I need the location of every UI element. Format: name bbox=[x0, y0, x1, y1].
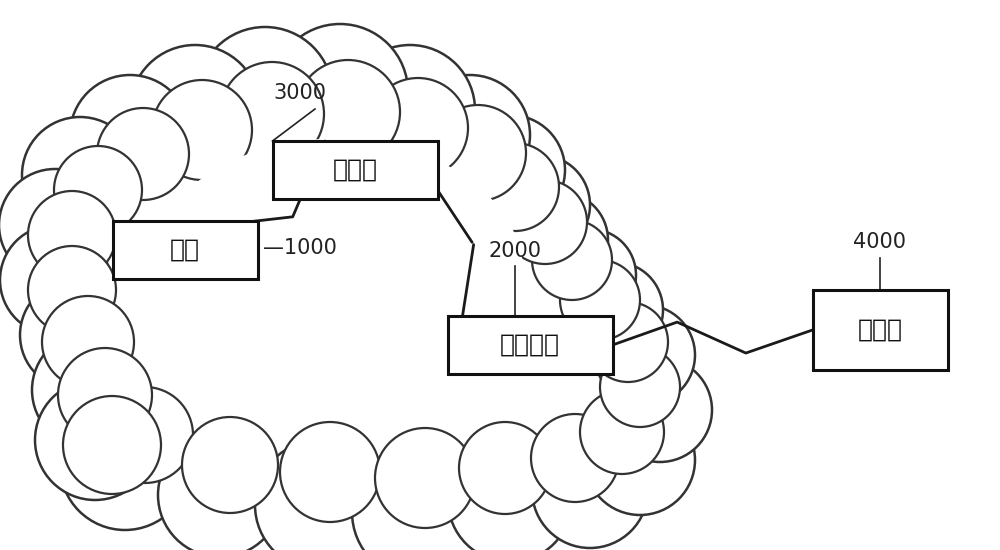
Text: 2000: 2000 bbox=[488, 241, 542, 261]
Circle shape bbox=[471, 143, 559, 231]
Text: 遥控器: 遥控器 bbox=[858, 318, 902, 342]
Circle shape bbox=[580, 390, 664, 474]
Circle shape bbox=[512, 192, 608, 288]
Ellipse shape bbox=[146, 139, 524, 411]
Circle shape bbox=[28, 191, 116, 279]
Circle shape bbox=[368, 78, 468, 178]
Circle shape bbox=[280, 422, 380, 522]
Circle shape bbox=[410, 75, 530, 195]
Circle shape bbox=[54, 146, 142, 234]
Circle shape bbox=[503, 180, 587, 264]
Circle shape bbox=[588, 302, 668, 382]
Circle shape bbox=[70, 75, 190, 195]
Text: —1000: —1000 bbox=[262, 238, 336, 258]
Circle shape bbox=[430, 105, 526, 201]
Circle shape bbox=[544, 229, 636, 321]
Circle shape bbox=[567, 262, 663, 358]
Circle shape bbox=[0, 169, 111, 281]
Circle shape bbox=[272, 24, 408, 160]
Circle shape bbox=[455, 115, 565, 225]
Circle shape bbox=[20, 280, 130, 390]
Circle shape bbox=[255, 440, 385, 550]
Circle shape bbox=[60, 400, 190, 530]
Text: 外部设备: 外部设备 bbox=[500, 333, 560, 357]
Circle shape bbox=[220, 62, 324, 166]
Circle shape bbox=[352, 444, 488, 550]
Circle shape bbox=[97, 387, 193, 483]
Circle shape bbox=[182, 417, 278, 513]
Circle shape bbox=[531, 414, 619, 502]
Circle shape bbox=[490, 155, 590, 255]
Circle shape bbox=[448, 438, 572, 550]
FancyBboxPatch shape bbox=[812, 290, 948, 370]
Circle shape bbox=[97, 108, 189, 200]
Circle shape bbox=[600, 347, 680, 427]
Text: 接入点: 接入点 bbox=[332, 158, 378, 182]
Circle shape bbox=[532, 220, 612, 300]
Circle shape bbox=[35, 380, 155, 500]
Circle shape bbox=[532, 432, 648, 548]
Text: 设备: 设备 bbox=[170, 238, 200, 262]
Circle shape bbox=[158, 433, 282, 550]
Ellipse shape bbox=[107, 108, 583, 452]
Circle shape bbox=[28, 246, 116, 334]
Circle shape bbox=[585, 405, 695, 515]
Circle shape bbox=[32, 332, 148, 448]
Circle shape bbox=[608, 358, 712, 462]
Circle shape bbox=[296, 60, 400, 164]
Circle shape bbox=[560, 260, 640, 340]
Circle shape bbox=[63, 396, 161, 494]
Circle shape bbox=[130, 45, 260, 175]
Circle shape bbox=[152, 80, 252, 180]
Circle shape bbox=[375, 428, 475, 528]
FancyBboxPatch shape bbox=[448, 316, 612, 374]
Text: 3000: 3000 bbox=[274, 83, 326, 103]
Circle shape bbox=[58, 348, 152, 442]
Circle shape bbox=[459, 422, 551, 514]
Ellipse shape bbox=[55, 70, 635, 490]
FancyBboxPatch shape bbox=[272, 141, 438, 199]
Circle shape bbox=[595, 305, 695, 405]
Circle shape bbox=[345, 45, 475, 175]
Circle shape bbox=[0, 225, 110, 335]
Circle shape bbox=[42, 296, 134, 388]
Text: 4000: 4000 bbox=[854, 232, 906, 252]
Circle shape bbox=[197, 27, 333, 163]
FancyBboxPatch shape bbox=[112, 221, 258, 279]
Circle shape bbox=[22, 117, 138, 233]
